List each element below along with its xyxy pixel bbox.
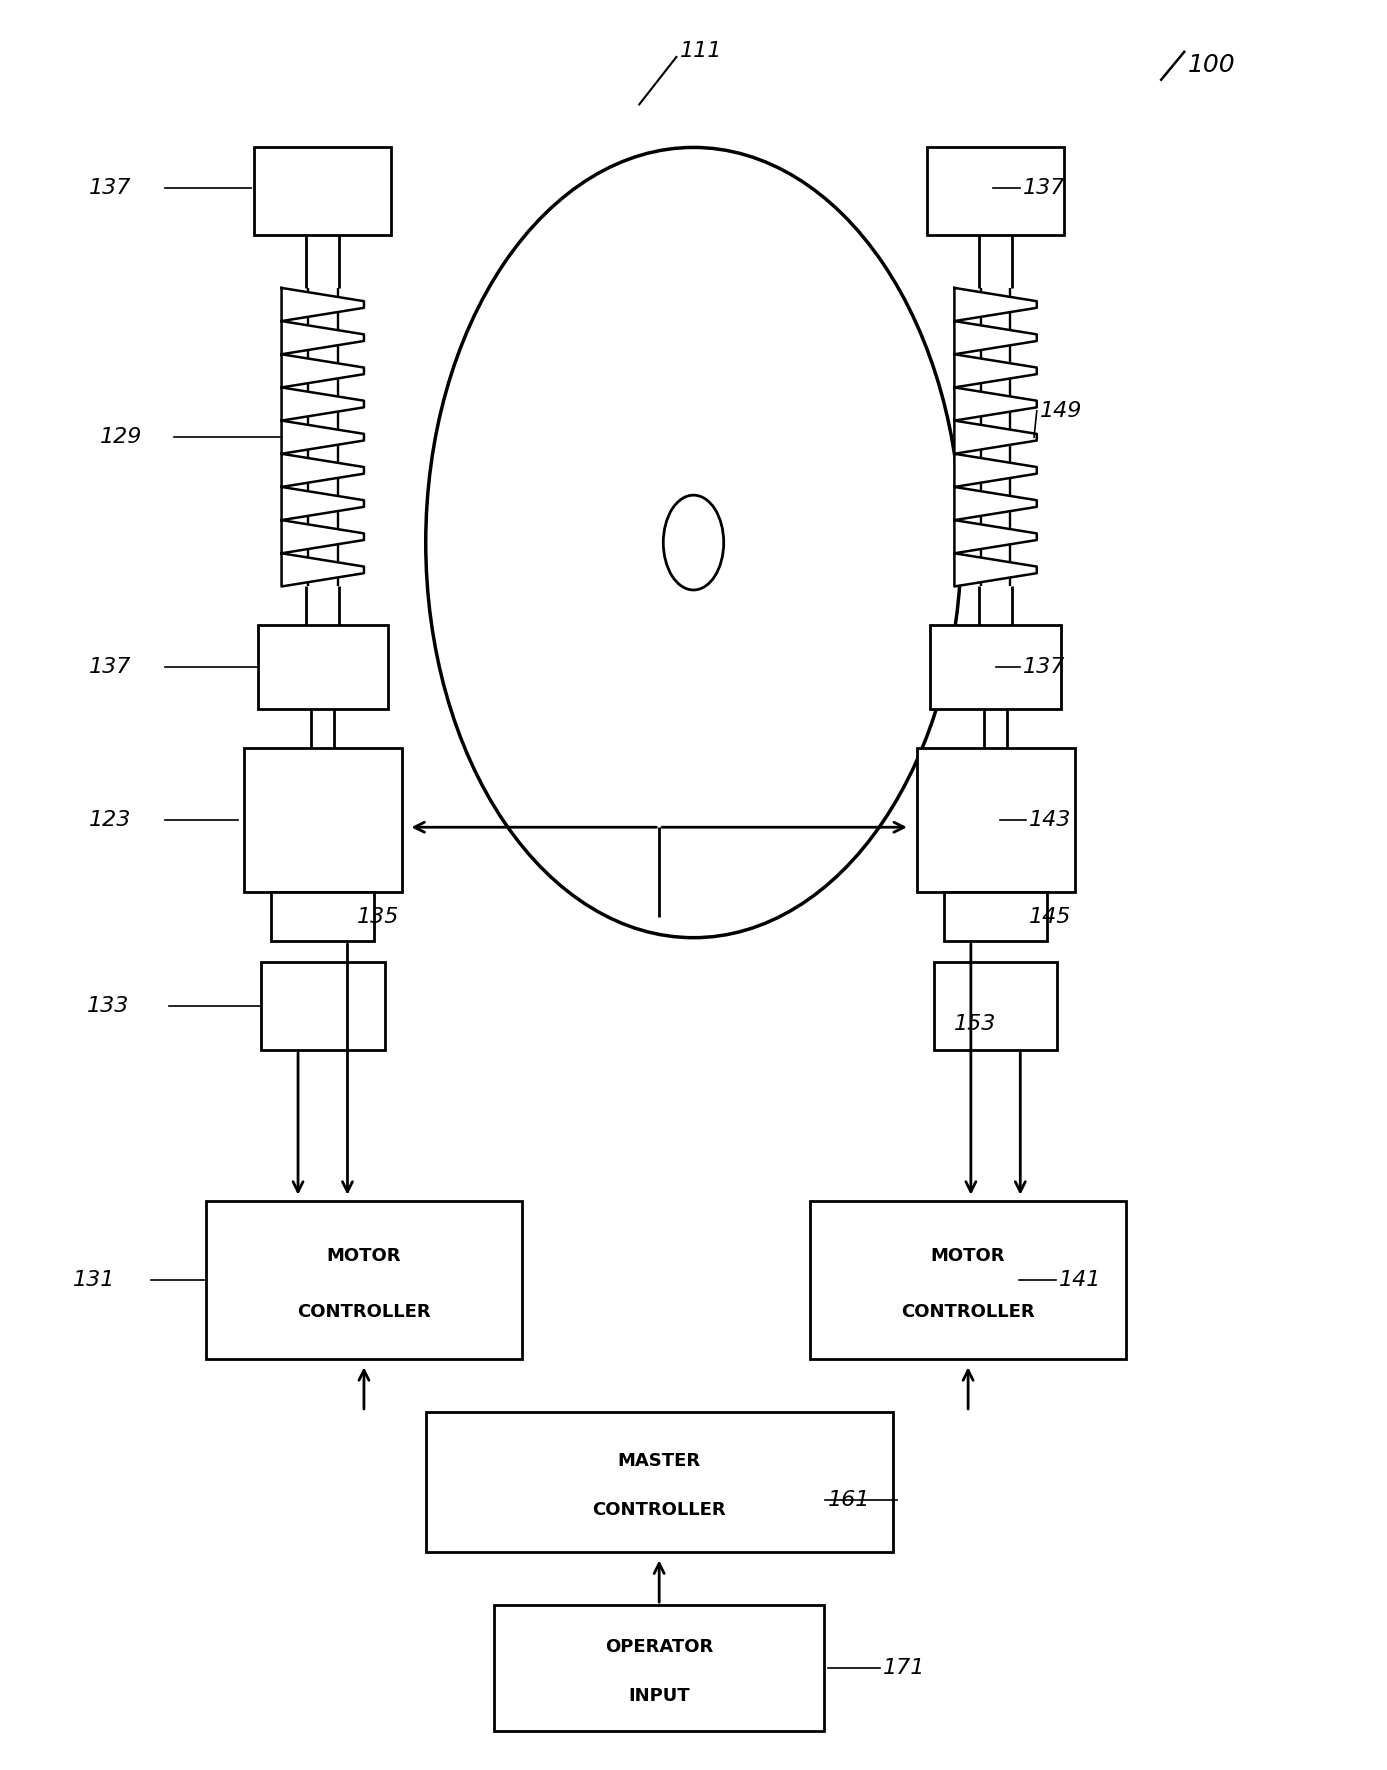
Ellipse shape — [426, 147, 961, 938]
Polygon shape — [954, 520, 1036, 554]
Bar — [494, 1605, 824, 1731]
Text: 133: 133 — [86, 997, 129, 1016]
Polygon shape — [954, 453, 1036, 487]
Bar — [917, 749, 1075, 892]
Text: MASTER: MASTER — [617, 1451, 700, 1471]
Bar — [254, 147, 391, 235]
Text: CONTROLLER: CONTROLLER — [902, 1303, 1035, 1320]
Bar — [927, 147, 1064, 235]
Text: 129: 129 — [100, 427, 143, 448]
Text: 149: 149 — [1039, 400, 1082, 421]
Polygon shape — [954, 354, 1036, 388]
Text: CONTROLLER: CONTROLLER — [592, 1501, 725, 1519]
Polygon shape — [282, 354, 363, 388]
Polygon shape — [282, 554, 363, 586]
Polygon shape — [282, 388, 363, 421]
Bar — [931, 625, 1061, 710]
Text: CONTROLLER: CONTROLLER — [297, 1303, 431, 1320]
Bar — [272, 892, 374, 942]
Text: 111: 111 — [680, 41, 723, 60]
Polygon shape — [282, 487, 363, 520]
Bar — [207, 1202, 522, 1359]
Bar — [945, 892, 1047, 942]
Text: 137: 137 — [89, 177, 132, 198]
Text: 171: 171 — [884, 1658, 925, 1678]
Bar — [426, 1412, 893, 1552]
Polygon shape — [954, 421, 1036, 453]
Bar — [244, 749, 402, 892]
Text: 145: 145 — [1029, 906, 1071, 927]
Text: 137: 137 — [89, 657, 132, 678]
Text: 141: 141 — [1058, 1271, 1101, 1290]
Polygon shape — [282, 520, 363, 554]
Text: MOTOR: MOTOR — [327, 1248, 401, 1266]
Text: 143: 143 — [1029, 811, 1071, 830]
Bar — [933, 963, 1057, 1050]
Polygon shape — [282, 421, 363, 453]
Text: 100: 100 — [1187, 53, 1236, 76]
Text: 161: 161 — [828, 1490, 871, 1510]
Text: 153: 153 — [954, 1014, 997, 1034]
Polygon shape — [282, 453, 363, 487]
Ellipse shape — [663, 496, 724, 589]
Text: 137: 137 — [1024, 657, 1065, 678]
Text: 123: 123 — [89, 811, 132, 830]
Text: MOTOR: MOTOR — [931, 1248, 1006, 1266]
Text: OPERATOR: OPERATOR — [605, 1637, 713, 1655]
Text: 131: 131 — [74, 1271, 115, 1290]
Polygon shape — [954, 289, 1036, 320]
Polygon shape — [954, 554, 1036, 586]
Text: 137: 137 — [1024, 177, 1065, 198]
Polygon shape — [954, 487, 1036, 520]
Bar — [261, 963, 384, 1050]
Bar — [258, 625, 388, 710]
Text: 135: 135 — [356, 906, 399, 927]
Polygon shape — [282, 289, 363, 320]
Polygon shape — [954, 320, 1036, 354]
Text: INPUT: INPUT — [628, 1687, 689, 1705]
Bar — [810, 1202, 1126, 1359]
Polygon shape — [954, 388, 1036, 421]
Polygon shape — [282, 320, 363, 354]
